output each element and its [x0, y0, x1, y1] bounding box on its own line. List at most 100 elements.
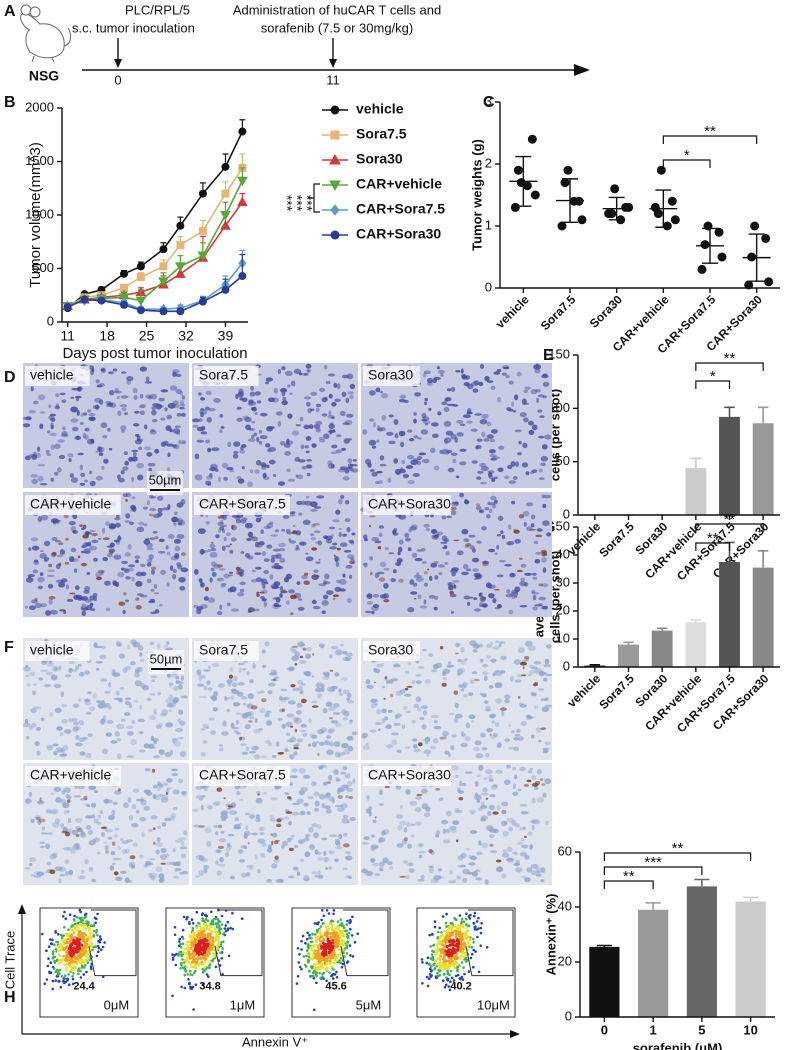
cell-nucleus — [239, 449, 246, 454]
stained-cell — [413, 597, 417, 600]
image-label-background — [25, 366, 90, 386]
cell-nucleus — [538, 603, 543, 607]
cell-nucleus — [93, 837, 100, 843]
cell-nucleus — [416, 460, 422, 465]
cell-nucleus — [157, 512, 163, 517]
cell-nucleus — [499, 559, 506, 563]
cell-nucleus — [328, 866, 332, 870]
cell-nucleus — [316, 851, 322, 855]
cell-nucleus — [139, 816, 147, 822]
cell-nucleus — [490, 784, 498, 790]
cell-nucleus — [196, 439, 205, 443]
cell-nucleus — [104, 580, 111, 586]
cell-nucleus — [505, 374, 510, 379]
cell-nucleus — [204, 406, 210, 411]
cell-nucleus — [541, 557, 547, 563]
event-arrowhead — [114, 59, 122, 68]
cell-nucleus — [463, 382, 470, 387]
cell-nucleus — [350, 540, 355, 545]
cell-nucleus — [341, 817, 349, 824]
cell-nucleus — [260, 529, 265, 535]
cell-nucleus — [305, 556, 314, 562]
event-dot — [314, 963, 317, 967]
cell-nucleus — [480, 804, 488, 809]
cell-nucleus — [61, 399, 67, 404]
cell-nucleus — [153, 708, 157, 714]
event-dot — [70, 946, 73, 949]
event-dot — [178, 937, 182, 941]
event-dot — [80, 943, 83, 946]
significance-label: *** — [644, 854, 662, 871]
cell-nucleus — [40, 832, 48, 835]
cell-nucleus — [124, 665, 132, 671]
marker — [176, 221, 185, 230]
stained-cell — [229, 543, 232, 546]
cell-nucleus — [30, 819, 35, 823]
cell-nucleus — [542, 749, 549, 754]
cell-nucleus — [372, 594, 380, 598]
cell-nucleus — [201, 675, 206, 679]
cell-nucleus — [443, 538, 450, 543]
event-dot — [80, 924, 83, 927]
event-dot — [201, 967, 204, 971]
cell-nucleus — [535, 388, 541, 393]
y-tick-label: 500 — [32, 260, 54, 275]
cell-nucleus — [30, 722, 37, 728]
cell-nucleus — [486, 655, 491, 659]
event-dot — [45, 949, 48, 952]
stained-cell — [259, 591, 265, 594]
cell-nucleus — [344, 657, 351, 662]
cell-nucleus — [157, 825, 161, 830]
cell-nucleus — [181, 395, 185, 400]
cell-nucleus — [342, 656, 350, 661]
event-dot — [92, 929, 96, 933]
cell-nucleus — [198, 392, 202, 396]
cell-nucleus — [293, 866, 299, 870]
cell-nucleus — [175, 839, 183, 843]
cell-nucleus — [114, 387, 119, 393]
event-dot — [328, 971, 331, 974]
cell-nucleus — [467, 692, 474, 697]
cell-nucleus — [458, 683, 462, 688]
cell-nucleus — [131, 506, 137, 512]
cell-nucleus — [517, 647, 525, 654]
cell-nucleus — [218, 838, 227, 843]
cell-nucleus — [347, 458, 353, 464]
x-axis-label: Days post tumor inoculation — [62, 345, 247, 362]
stained-cell — [518, 695, 521, 699]
cell-nucleus — [210, 567, 215, 572]
cell-nucleus — [481, 671, 489, 675]
cell-nucleus — [391, 739, 397, 745]
cell-nucleus — [135, 559, 139, 563]
cell-nucleus — [254, 552, 262, 555]
cell-nucleus — [172, 862, 181, 866]
cell-nucleus — [334, 838, 340, 843]
cell-nucleus — [347, 780, 353, 787]
cell-nucleus — [453, 879, 457, 884]
cell-nucleus — [99, 809, 103, 815]
cell-nucleus — [386, 431, 394, 436]
cell-nucleus — [141, 571, 147, 577]
cell-nucleus — [407, 862, 414, 867]
cell-nucleus — [88, 866, 94, 872]
cell-nucleus — [111, 862, 116, 866]
image-label: vehicle — [30, 642, 74, 658]
cell-nucleus — [540, 462, 546, 466]
cell-nucleus — [90, 786, 97, 790]
x-tick-label: 25 — [139, 328, 155, 344]
cell-nucleus — [366, 795, 370, 801]
stained-cell — [276, 823, 282, 828]
cell-nucleus — [107, 836, 113, 840]
cell-nucleus — [527, 673, 532, 677]
cell-nucleus — [198, 418, 203, 422]
cell-nucleus — [515, 461, 519, 468]
cell-nucleus — [452, 820, 460, 825]
stained-cell — [492, 811, 499, 815]
cell-nucleus — [264, 641, 270, 647]
cell-nucleus — [329, 654, 333, 659]
cell-nucleus — [374, 702, 378, 706]
cell-nucleus — [69, 556, 75, 563]
cell-nucleus — [51, 518, 59, 524]
cell-nucleus — [292, 687, 300, 692]
cell-nucleus — [196, 426, 204, 432]
